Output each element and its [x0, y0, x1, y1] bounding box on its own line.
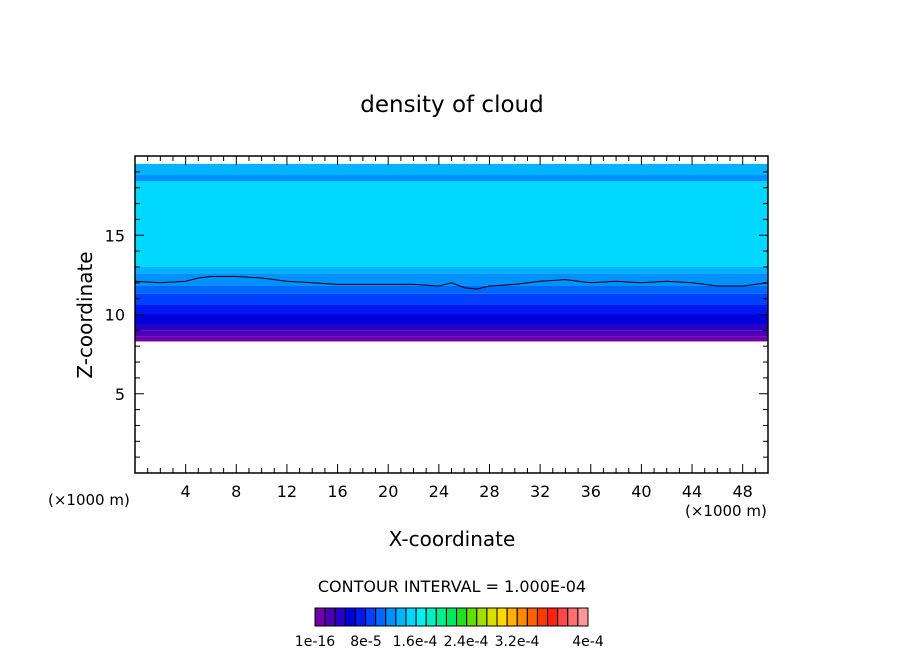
colorbar-swatch	[435, 607, 447, 627]
colorbar-swatch	[354, 607, 367, 627]
x-axis-ticks: 4 8 12 16 20 24 28 32 36 40 44 48	[147, 156, 756, 501]
colorbar	[314, 607, 589, 627]
colorbar-swatch	[314, 607, 326, 627]
cloud-layer-1	[135, 175, 768, 182]
colorbar-label: 2.4e-4	[444, 634, 489, 650]
colorbar-swatch	[547, 607, 559, 627]
cloud-layer-8	[135, 314, 768, 325]
colorbar-swatch	[324, 607, 336, 627]
cloud-layer-5	[135, 285, 768, 294]
cloud-layer-0	[135, 163, 768, 176]
colorbar-label: 4e-4	[572, 634, 604, 650]
colorbar-label: 8e-5	[350, 634, 381, 650]
colorbar-swatch	[445, 607, 458, 627]
x-tick-label: 48	[733, 482, 753, 501]
colorbar-swatch	[415, 607, 427, 627]
colorbar-label: 1e-16	[295, 634, 335, 650]
y-tick-label: 15	[105, 226, 125, 245]
colorbar-swatch	[385, 607, 397, 627]
x-tick-label: 16	[327, 482, 347, 501]
colorbar-swatch	[567, 607, 579, 627]
colorbar-swatch	[395, 607, 407, 627]
x-tick-label: 8	[231, 482, 241, 501]
contour-fill-layers	[135, 163, 768, 342]
colorbar-swatch	[425, 607, 437, 627]
colorbar-swatch	[375, 607, 387, 627]
colorbar-swatch	[506, 607, 518, 627]
colorbar-swatch	[486, 607, 498, 627]
colorbar-label: 1.6e-4	[393, 634, 438, 650]
cloud-layer-7	[135, 304, 768, 315]
chart-title: density of cloud	[360, 92, 543, 118]
x-tick-label: 40	[631, 482, 651, 501]
cloud-layer-3	[135, 266, 768, 274]
cloud-layer-9	[135, 324, 768, 331]
cloud-layer-2	[135, 181, 768, 267]
contour-interval-text: CONTOUR INTERVAL = 1.000E-04	[318, 577, 586, 596]
colorbar-swatch	[344, 607, 356, 627]
x-unit-left: (×1000 m)	[48, 491, 130, 509]
cloud-layer-10	[135, 330, 768, 337]
x-unit-right: (×1000 m)	[685, 502, 767, 520]
colorbar-swatch	[536, 607, 549, 627]
y-tick-label: 5	[115, 385, 125, 404]
x-tick-label: 44	[682, 482, 702, 501]
x-axis-label: X-coordinate	[389, 527, 516, 551]
colorbar-swatch	[365, 607, 377, 627]
y-axis-ticks: 5 10 15	[105, 171, 768, 458]
colorbar-swatch	[456, 607, 468, 627]
colorbar-swatch	[577, 607, 589, 627]
x-tick-label: 28	[479, 482, 499, 501]
x-tick-label: 36	[581, 482, 601, 501]
colorbar-swatch	[476, 607, 488, 627]
colorbar-labels: 1e-16 8e-5 1.6e-4 2.4e-4 3.2e-4 4e-4	[295, 634, 604, 650]
colorbar-swatch	[516, 607, 528, 627]
x-tick-label: 12	[277, 482, 297, 501]
y-axis-label: Z-coordinate	[73, 251, 97, 378]
colorbar-label: 3.2e-4	[495, 634, 540, 650]
cloud-layer-4	[135, 273, 768, 286]
cloud-layer-11	[135, 336, 768, 342]
x-tick-label: 20	[378, 482, 398, 501]
y-tick-label: 10	[105, 306, 125, 325]
colorbar-swatch	[466, 607, 478, 627]
colorbar-swatch	[526, 607, 538, 627]
contour-line	[134, 276, 769, 290]
colorbar-swatch	[557, 607, 569, 627]
contour-line-path	[134, 276, 769, 290]
colorbar-swatch	[496, 607, 508, 627]
x-tick-label: 4	[181, 482, 191, 501]
x-tick-label: 24	[429, 482, 449, 501]
x-tick-label: 32	[530, 482, 550, 501]
cloud-layer-6	[135, 293, 768, 305]
colorbar-swatch	[334, 607, 346, 627]
colorbar-swatch	[405, 607, 417, 627]
